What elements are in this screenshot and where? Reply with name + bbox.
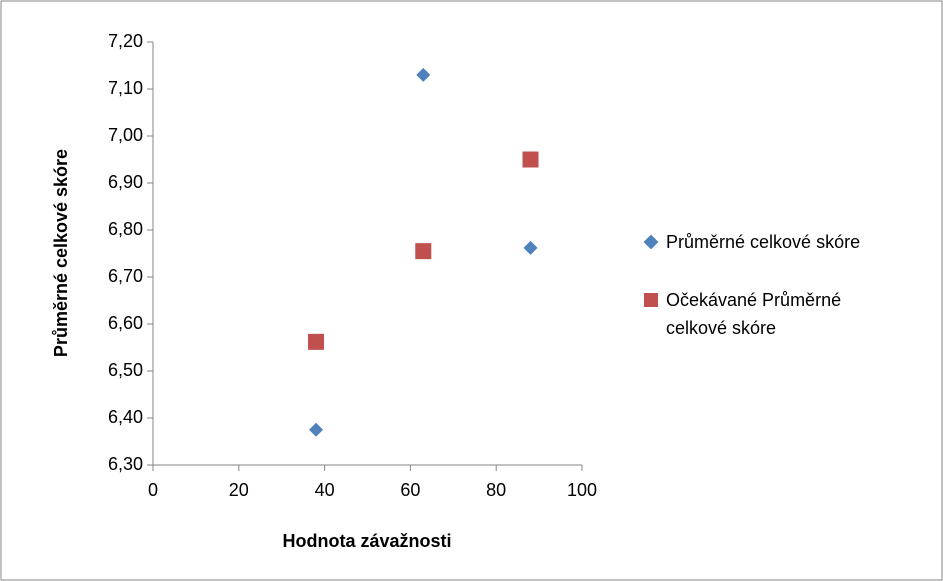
x-tick-label: 0 (148, 480, 158, 500)
y-tick-label: 6,80 (108, 219, 143, 239)
x-axis-title: Hodnota závažnosti (282, 531, 451, 551)
legend: Průměrné celkové skóre Očekávané Průměrné… (642, 228, 912, 372)
x-tick-label: 40 (315, 480, 335, 500)
y-tick-label: 6,50 (108, 360, 143, 380)
point (416, 67, 431, 82)
y-tick-label: 6,40 (108, 407, 143, 427)
y-tick-label: 7,00 (108, 125, 143, 145)
y-tick-label: 6,60 (108, 313, 143, 333)
point (523, 240, 538, 255)
y-tick-label: 6,70 (108, 266, 143, 286)
legend-label: Očekávané Průměrné celkové skóre (666, 290, 842, 338)
x-tick-label: 60 (400, 480, 420, 500)
legend-item: Průměrné celkové skóre (642, 228, 912, 256)
legend-label: Průměrné celkové skóre (666, 232, 861, 252)
legend-symbol (643, 234, 659, 250)
point (522, 151, 539, 168)
x-tick-label: 100 (567, 480, 597, 500)
y-tick-label: 6,90 (108, 172, 143, 192)
y-axis-title: Průměrné celkové skóre (51, 149, 71, 357)
y-tick-label: 7,10 (108, 78, 143, 98)
legend-item: Očekávané Průměrné celkové skóre (642, 286, 912, 342)
y-tick-label: 6,30 (108, 454, 143, 474)
y-tick-label: 7,20 (108, 31, 143, 51)
x-tick-label: 80 (486, 480, 506, 500)
legend-symbol (644, 293, 658, 307)
point (308, 333, 325, 350)
x-tick-label: 20 (229, 480, 249, 500)
point (415, 243, 432, 260)
point (309, 422, 324, 437)
